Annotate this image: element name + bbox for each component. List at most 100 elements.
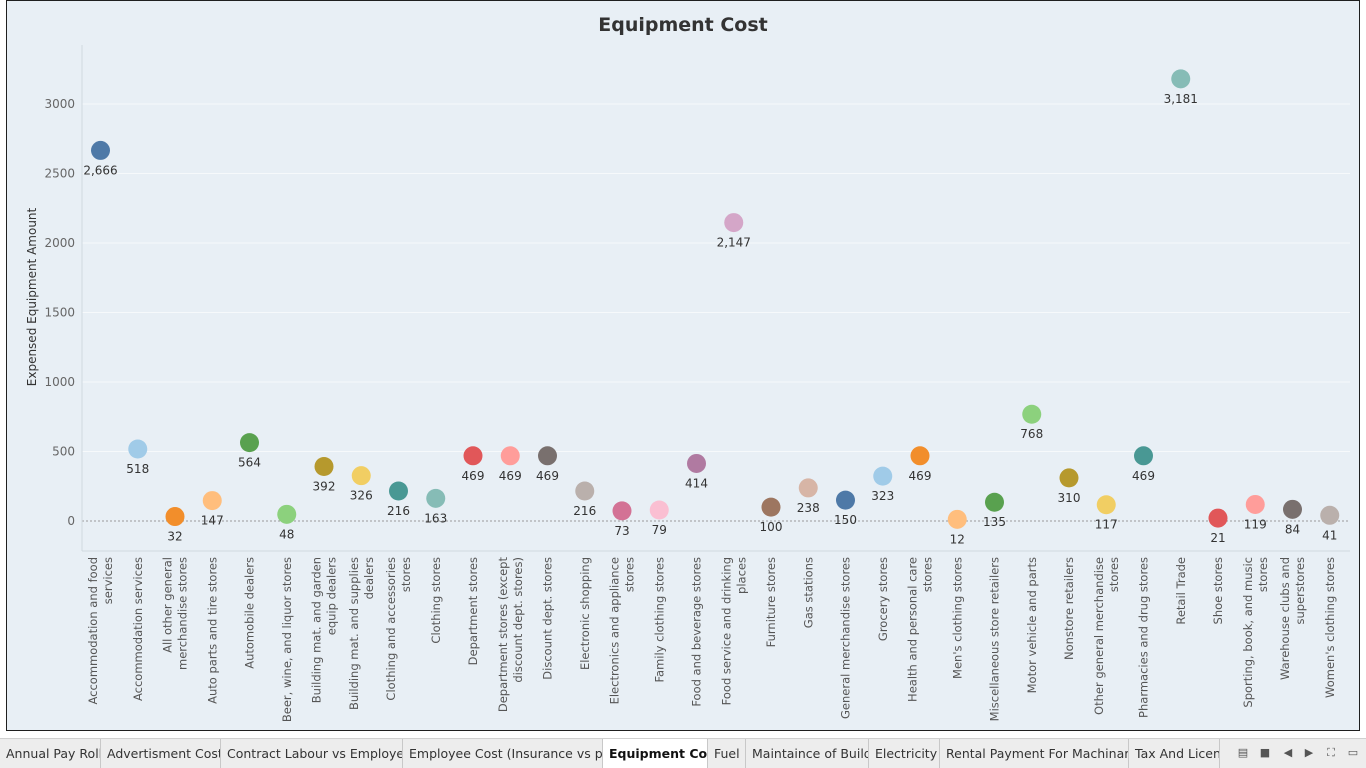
y-tick-label: 1500 — [44, 306, 75, 320]
data-label: 216 — [573, 504, 596, 518]
data-label: 768 — [1020, 427, 1043, 441]
scatter-chart: 0 500 1000 1500 2000 2500 3000 2,666 518 32 147 56… — [25, 45, 1350, 722]
data-point[interactable] — [687, 453, 706, 473]
data-label: 2,147 — [717, 236, 751, 250]
data-point[interactable] — [1059, 468, 1079, 488]
x-tick-label: Women's clothing stores — [1323, 557, 1337, 698]
x-tick-label: Discount dept. stores — [541, 557, 555, 680]
sheet-tab[interactable]: Annual Pay Roll — [0, 739, 101, 768]
data-point[interactable] — [873, 466, 893, 486]
y-tick-label: 0 — [67, 514, 75, 528]
x-tick-label: Clothing stores — [429, 557, 443, 644]
x-tick-label: dealers — [362, 557, 376, 599]
data-point[interactable] — [1022, 404, 1042, 424]
data-point[interactable] — [798, 478, 818, 498]
data-label: 326 — [350, 489, 373, 503]
data-point[interactable] — [277, 504, 297, 524]
data-label: 150 — [834, 513, 857, 527]
data-label: 135 — [983, 515, 1006, 529]
x-tick-label: Other general merchandise — [1092, 557, 1106, 715]
sheet-tab[interactable]: Equipment Cost — [603, 739, 708, 768]
sheet-tab[interactable]: Maintaince of Build — [746, 739, 869, 768]
x-tick-label: Grocery stores — [876, 557, 890, 641]
x-tick-label: discount dept. stores) — [511, 557, 525, 683]
x-tick-label: Department stores (except — [496, 557, 510, 713]
sheet-tab[interactable]: Contract Labour vs Employee — [221, 739, 403, 768]
x-tick-label: stores — [1107, 557, 1121, 592]
x-tick-label: merchandise stores — [176, 557, 190, 670]
x-tick-label: Accommodation services — [131, 557, 145, 701]
sheet-tab[interactable]: Rental Payment For Machinary — [940, 739, 1129, 768]
sheet-tab[interactable]: Tax And License — [1129, 739, 1220, 768]
data-label: 469 — [1132, 469, 1155, 483]
data-label: 32 — [167, 530, 182, 544]
data-point[interactable] — [1096, 495, 1116, 515]
y-tick-label: 500 — [52, 445, 75, 459]
chart-title: Equipment Cost — [598, 14, 768, 36]
data-label: 147 — [201, 514, 224, 528]
data-point[interactable] — [389, 481, 408, 501]
x-tick-label: Warehouse clubs and — [1278, 557, 1292, 680]
data-point[interactable] — [836, 490, 855, 510]
data-point[interactable] — [1320, 505, 1340, 525]
data-point[interactable] — [91, 140, 110, 160]
sheet-tab[interactable]: Employee Cost (Insurance vs pe... — [403, 739, 603, 768]
y-tick-label: 1000 — [44, 375, 75, 389]
data-point[interactable] — [761, 497, 781, 517]
data-point[interactable] — [202, 491, 222, 511]
data-point[interactable] — [426, 488, 446, 508]
x-tick-label: superstores — [1293, 557, 1307, 624]
data-point[interactable] — [985, 492, 1004, 512]
data-label: 469 — [462, 469, 485, 483]
data-point[interactable] — [1134, 446, 1153, 466]
data-point[interactable] — [1283, 499, 1302, 519]
next-sheet-icon[interactable]: ▶ — [1304, 746, 1314, 759]
data-label: 469 — [909, 469, 932, 483]
x-tick-label: Automobile dealers — [243, 557, 257, 669]
data-label: 216 — [387, 504, 410, 518]
show-filmstrip-icon[interactable]: ▤ — [1237, 746, 1249, 759]
x-tick-label: stores — [399, 557, 413, 592]
data-point[interactable] — [910, 446, 930, 466]
previous-sheet-icon[interactable]: ◀ — [1283, 746, 1293, 759]
data-point[interactable] — [314, 457, 334, 477]
data-point[interactable] — [165, 507, 185, 527]
x-tick-label: Food service and drinking — [719, 557, 733, 705]
data-point[interactable] — [947, 509, 967, 529]
data-label: 41 — [1322, 528, 1337, 542]
data-point[interactable] — [500, 446, 520, 466]
x-tick-label: equip dealers — [325, 557, 339, 635]
data-point[interactable] — [1245, 494, 1265, 514]
data-point[interactable] — [538, 446, 557, 466]
y-axis-title: Expensed Equipment Amount — [25, 207, 39, 386]
sheet-tab[interactable]: Electricity — [869, 739, 940, 768]
fullscreen-icon[interactable]: ⛶ — [1327, 746, 1335, 759]
data-label: 100 — [760, 520, 783, 534]
x-tick-label: Electronic shopping — [578, 557, 592, 670]
data-point[interactable] — [649, 500, 669, 520]
x-tick-label: Furniture stores — [764, 557, 778, 647]
data-label: 564 — [238, 456, 261, 470]
data-label: 21 — [1210, 531, 1225, 545]
show-sheet-icon[interactable]: ■ — [1259, 746, 1271, 759]
data-point[interactable] — [575, 481, 595, 501]
data-point[interactable] — [351, 466, 371, 486]
data-point[interactable] — [128, 439, 148, 459]
sheet-tab[interactable]: Advertisment Cost — [101, 739, 221, 768]
data-label: 238 — [797, 501, 820, 515]
data-label: 469 — [536, 469, 559, 483]
data-point[interactable] — [1171, 69, 1191, 89]
data-point[interactable] — [1208, 508, 1228, 528]
x-tick-label: Family clothing stores — [652, 557, 666, 683]
data-point[interactable] — [724, 213, 744, 233]
x-tick-label: Department stores — [466, 557, 480, 665]
data-point[interactable] — [463, 446, 483, 466]
x-tick-label: services — [101, 557, 115, 604]
data-point[interactable] — [612, 501, 632, 521]
x-tick-label: Accommodation and food — [86, 557, 100, 705]
data-label: 469 — [499, 469, 522, 483]
data-label: 119 — [1244, 517, 1267, 531]
presentation-icon[interactable]: ▭ — [1347, 746, 1359, 759]
data-point[interactable] — [240, 433, 259, 453]
sheet-tab[interactable]: Fuel — [708, 739, 746, 768]
